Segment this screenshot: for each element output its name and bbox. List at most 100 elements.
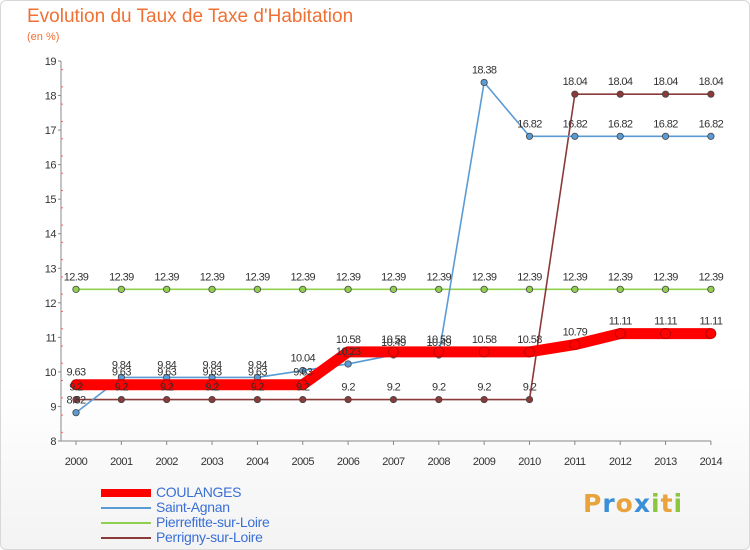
data-label: 18.04 (653, 76, 678, 88)
chart-subtitle: (en %) (27, 31, 60, 43)
data-label: 18.38 (472, 64, 497, 76)
data-label: 10.58 (517, 334, 542, 346)
data-label: 12.39 (653, 271, 678, 283)
data-label: 12.39 (154, 271, 179, 283)
data-point (435, 285, 443, 293)
data-label: 9.2 (296, 382, 310, 394)
y-tick-label: 10 (45, 367, 57, 379)
data-label: 9.2 (205, 382, 219, 394)
data-point (478, 346, 490, 358)
data-point (616, 132, 624, 140)
data-point (571, 90, 579, 98)
x-tick-label: 2010 (518, 456, 541, 468)
data-point (163, 285, 171, 293)
data-label: 10.58 (472, 334, 497, 346)
data-point (616, 90, 624, 98)
data-label: 12.39 (699, 271, 724, 283)
data-label: 9.2 (341, 382, 355, 394)
proxiti-logo: Proxiti (583, 489, 684, 518)
y-tick-label: 8 (50, 436, 56, 448)
data-point (389, 395, 398, 404)
data-point (161, 379, 173, 391)
data-label: 12.39 (64, 271, 89, 283)
data-label: 10.79 (563, 327, 588, 339)
data-label: 9.2 (387, 382, 401, 394)
x-tick-label: 2009 (473, 456, 496, 468)
y-tick-label: 17 (45, 125, 57, 137)
legend-label: Pierrefitte-sur-Loire (156, 514, 270, 530)
data-label: 8.82 (66, 395, 85, 407)
data-point (163, 395, 171, 404)
legend-label: COULANGES (156, 484, 242, 500)
data-point (253, 395, 261, 404)
data-point (70, 379, 82, 391)
x-tick-label: 2000 (65, 456, 88, 468)
legend-swatch (101, 507, 151, 509)
data-label: 11.11 (699, 316, 722, 328)
data-label: 18.04 (563, 76, 588, 88)
y-tick-label: 11 (46, 332, 57, 344)
legend-label: Perrigny-sur-Loire (156, 529, 263, 545)
data-label: 9.63 (66, 367, 85, 379)
data-label: 11.11 (609, 316, 632, 328)
data-point (206, 379, 218, 391)
data-label: 9.63 (112, 367, 131, 379)
data-point (299, 395, 307, 404)
data-point (525, 132, 534, 140)
data-point (524, 346, 535, 358)
data-point (616, 285, 624, 293)
data-point (571, 285, 579, 293)
y-tick-label: 18 (45, 91, 57, 103)
data-label: 9.2 (69, 382, 83, 394)
data-label: 12.39 (245, 271, 270, 283)
data-point (433, 346, 445, 358)
data-point (117, 285, 125, 293)
data-label: 9.63 (157, 367, 176, 379)
x-tick-label: 2012 (609, 456, 632, 468)
y-tick-label: 13 (45, 263, 57, 275)
data-point (480, 285, 488, 293)
data-point (299, 366, 307, 375)
data-label: 9.63 (248, 367, 267, 379)
data-point (661, 132, 670, 140)
data-label: 9.2 (115, 382, 129, 394)
data-label: 12.39 (290, 271, 315, 283)
data-point (707, 132, 715, 140)
data-label: 10.58 (336, 334, 361, 346)
legend-swatch (101, 489, 151, 497)
data-point (72, 285, 80, 293)
data-point (342, 346, 354, 358)
legend-label: Saint-Agnan (156, 499, 230, 515)
data-label: 12.39 (200, 271, 225, 283)
data-point (299, 285, 307, 293)
data-point (297, 379, 309, 391)
data-label: 12.39 (381, 271, 406, 283)
chart-legend: COULANGES Saint-Agnan Pierrefitte-sur-Loir… (101, 484, 401, 545)
chart-title: Evolution du Taux de Taxe d'Habitation (27, 6, 354, 27)
data-point (707, 285, 715, 293)
data-point (705, 328, 717, 339)
data-label: 12.39 (109, 271, 134, 283)
data-label: 9.84 (203, 359, 222, 371)
data-point (344, 395, 352, 404)
x-tick-label: 2003 (201, 456, 224, 468)
data-label: 12.39 (472, 271, 497, 283)
data-point (253, 285, 261, 293)
legend-swatch (101, 537, 151, 539)
data-point (115, 379, 127, 391)
data-point (344, 285, 352, 293)
data-label: 9.2 (432, 382, 446, 394)
legend-item: Pierrefitte-sur-Loire (101, 514, 401, 530)
data-point (388, 346, 399, 358)
data-point (571, 132, 579, 140)
x-tick-label: 2004 (246, 456, 269, 468)
x-tick-label: 2001 (110, 456, 133, 468)
x-tick-label: 2014 (700, 456, 723, 468)
y-tick-label: 14 (45, 229, 57, 241)
data-label: 9.84 (248, 359, 267, 371)
y-tick-label: 16 (45, 160, 57, 172)
data-label: 10.58 (381, 334, 406, 346)
data-point (707, 90, 715, 98)
y-tick-label: 9 (50, 401, 56, 413)
